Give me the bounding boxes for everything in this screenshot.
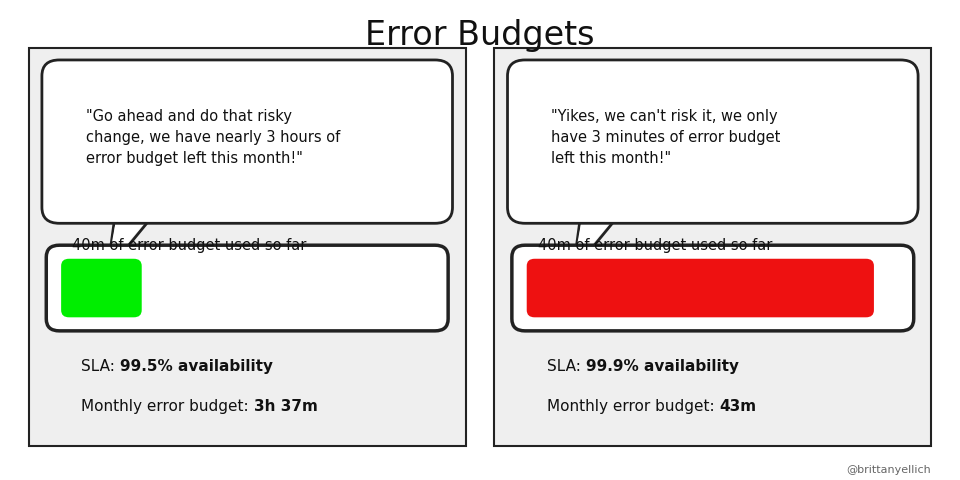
FancyBboxPatch shape bbox=[46, 245, 448, 331]
FancyBboxPatch shape bbox=[508, 60, 918, 223]
FancyBboxPatch shape bbox=[61, 259, 142, 317]
Text: 40m of error budget used so far: 40m of error budget used so far bbox=[72, 238, 307, 253]
Text: 40m of error budget used so far: 40m of error budget used so far bbox=[538, 238, 773, 253]
Text: 99.5% availability: 99.5% availability bbox=[120, 359, 273, 374]
Text: "Go ahead and do that risky
change, we have nearly 3 hours of
error budget left : "Go ahead and do that risky change, we h… bbox=[85, 109, 340, 166]
Text: 99.9% availability: 99.9% availability bbox=[586, 359, 738, 374]
Text: Monthly error budget:: Monthly error budget: bbox=[547, 399, 719, 414]
FancyBboxPatch shape bbox=[29, 48, 466, 446]
FancyBboxPatch shape bbox=[527, 259, 874, 317]
Text: Monthly error budget:: Monthly error budget: bbox=[82, 399, 253, 414]
Text: 3h 37m: 3h 37m bbox=[253, 399, 318, 414]
Polygon shape bbox=[108, 207, 157, 267]
Text: @brittanyellich: @brittanyellich bbox=[847, 465, 931, 475]
Text: SLA:: SLA: bbox=[547, 359, 586, 374]
Polygon shape bbox=[573, 207, 623, 267]
Text: 43m: 43m bbox=[719, 399, 756, 414]
FancyBboxPatch shape bbox=[42, 60, 452, 223]
FancyBboxPatch shape bbox=[512, 245, 914, 331]
FancyBboxPatch shape bbox=[494, 48, 931, 446]
Text: SLA:: SLA: bbox=[82, 359, 120, 374]
Text: "Yikes, we can't risk it, we only
have 3 minutes of error budget
left this month: "Yikes, we can't risk it, we only have 3… bbox=[551, 109, 780, 166]
Text: Error Budgets: Error Budgets bbox=[365, 19, 595, 52]
